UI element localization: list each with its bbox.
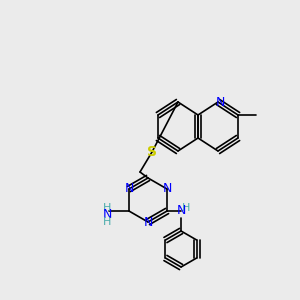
Text: S: S xyxy=(147,145,157,159)
Text: N: N xyxy=(143,215,153,229)
Text: N: N xyxy=(102,208,112,221)
Text: N: N xyxy=(162,182,172,196)
Text: N: N xyxy=(124,182,134,196)
Text: N: N xyxy=(176,205,186,218)
Text: H: H xyxy=(103,217,111,227)
Text: H: H xyxy=(182,203,190,213)
Text: H: H xyxy=(103,203,111,213)
Text: N: N xyxy=(215,97,225,110)
